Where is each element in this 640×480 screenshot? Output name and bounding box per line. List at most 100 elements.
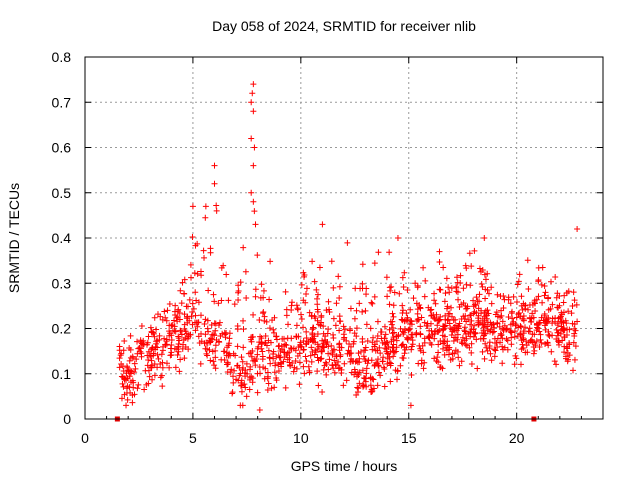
data-point [538, 281, 545, 288]
data-point [131, 360, 138, 367]
data-point [529, 310, 536, 317]
data-point [480, 324, 487, 331]
data-point [436, 317, 443, 324]
data-point [363, 370, 370, 377]
data-point [538, 339, 545, 346]
data-point [488, 284, 495, 291]
data-point [482, 276, 489, 283]
data-point [237, 279, 244, 286]
data-point [456, 304, 463, 311]
data-point [458, 339, 465, 346]
data-point [172, 364, 179, 371]
data-point [453, 283, 460, 290]
data-point [127, 346, 134, 353]
data-point [529, 338, 536, 345]
y-tick-label: 0.3 [52, 275, 72, 291]
data-point [225, 297, 232, 304]
data-point [386, 326, 393, 333]
data-point [504, 346, 511, 353]
data-point [351, 366, 358, 373]
data-point [266, 296, 273, 303]
data-point [132, 365, 139, 372]
data-point [280, 335, 287, 342]
data-point [382, 345, 389, 352]
data-point [454, 331, 461, 338]
data-point [494, 335, 501, 342]
data-point [253, 356, 260, 363]
data-point [283, 342, 290, 349]
data-point [513, 314, 520, 321]
data-point [402, 346, 409, 353]
data-point [353, 325, 360, 332]
data-point [210, 291, 217, 298]
data-point [489, 329, 496, 336]
y-tick-label: 0.4 [52, 230, 72, 246]
data-point [504, 325, 511, 332]
data-point [436, 327, 443, 334]
data-point [468, 311, 475, 318]
data-point [355, 385, 362, 392]
x-tick-label: 20 [509, 430, 525, 446]
data-point [374, 318, 381, 325]
data-point [428, 306, 435, 313]
data-point [390, 302, 397, 309]
data-point [332, 361, 339, 368]
data-point [405, 326, 412, 333]
x-tick-label: 0 [81, 430, 89, 446]
data-point [427, 307, 434, 314]
data-point [372, 361, 379, 368]
data-point [470, 310, 477, 317]
data-point [172, 328, 179, 335]
data-point [218, 297, 225, 304]
data-point [549, 332, 556, 339]
data-point [571, 297, 578, 304]
data-point [142, 367, 149, 374]
data-point [326, 356, 333, 363]
data-point [223, 271, 230, 278]
data-point [431, 297, 438, 304]
data-point [532, 342, 539, 349]
data-point [211, 162, 218, 169]
data-point [394, 367, 401, 374]
data-point [359, 367, 366, 374]
data-point [363, 383, 370, 390]
data-point [120, 383, 127, 390]
data-point [300, 297, 307, 304]
data-point [152, 343, 159, 350]
data-point [467, 282, 474, 289]
data-point [412, 280, 419, 287]
data-point [485, 310, 492, 317]
data-point [459, 340, 466, 347]
data-point [569, 302, 576, 309]
data-point [149, 376, 156, 383]
data-point [250, 162, 257, 169]
data-point [305, 363, 312, 370]
data-point [446, 320, 453, 327]
data-point [263, 318, 270, 325]
data-point [212, 320, 219, 327]
data-point [384, 350, 391, 357]
data-point [348, 369, 355, 376]
data-point [508, 341, 515, 348]
data-point [436, 248, 443, 255]
data-point [380, 364, 387, 371]
y-axis-label: SRMTID / TECUs [6, 183, 22, 293]
data-point [187, 261, 194, 268]
data-point [518, 346, 525, 353]
data-point [265, 380, 272, 387]
data-point [383, 346, 390, 353]
data-point [174, 318, 181, 325]
data-point [521, 324, 528, 331]
data-point [407, 402, 414, 409]
data-point [383, 274, 390, 281]
data-point [441, 298, 448, 305]
data-point [408, 343, 415, 350]
data-point [315, 321, 322, 328]
data-point [482, 340, 489, 347]
data-point [520, 317, 527, 324]
data-point [207, 245, 214, 252]
data-point [217, 333, 224, 340]
data-point [287, 362, 294, 369]
data-point [308, 344, 315, 351]
data-point [248, 353, 255, 360]
